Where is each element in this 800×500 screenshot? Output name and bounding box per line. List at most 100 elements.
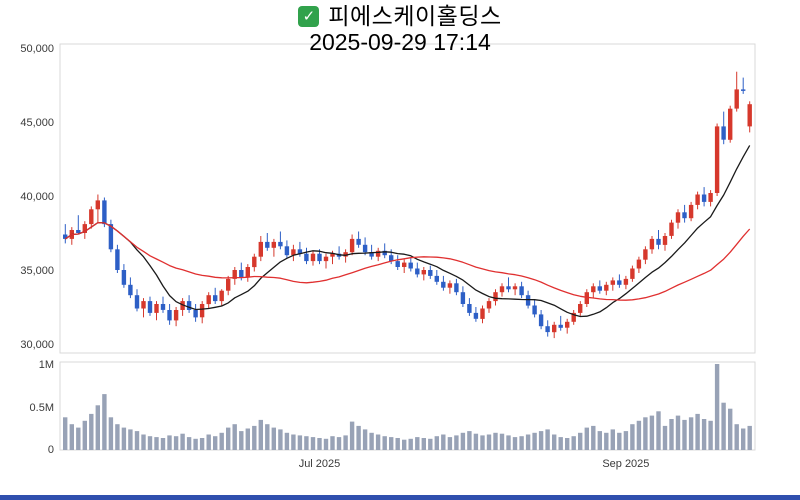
volume-bar — [304, 436, 309, 450]
candle-up — [421, 270, 426, 275]
axis-labels: 50,000 45,000 40,000 35,000 30,000 1M 0.5M 0 Jul… — [20, 43, 649, 470]
candle-down — [415, 268, 420, 275]
candle-up — [291, 249, 296, 256]
volume-bar — [734, 424, 739, 450]
volume-bar — [278, 429, 283, 450]
candle-down — [297, 249, 303, 254]
volume-bar — [688, 417, 694, 450]
candle-up — [604, 284, 609, 291]
volume-bar — [239, 431, 244, 450]
volume-bar — [434, 436, 439, 450]
axis-label: Sep 2025 — [602, 458, 649, 470]
candle-down — [558, 324, 563, 328]
axis-label: 0 — [48, 444, 54, 456]
candle-up — [591, 286, 596, 293]
candle-up — [252, 256, 257, 268]
stock-name: 피에스케이홀딩스 — [328, 3, 502, 29]
candle-down — [304, 253, 309, 262]
candle-up — [141, 301, 146, 309]
candle-down — [278, 241, 283, 247]
volume-bar — [186, 437, 192, 450]
candle-up — [493, 292, 498, 302]
candle-up — [271, 241, 276, 248]
candle-up — [343, 252, 348, 257]
candle-up — [512, 286, 518, 290]
volume-bar — [630, 424, 635, 450]
volume-bar — [395, 438, 400, 450]
candle-up — [323, 256, 329, 262]
volume-bar — [206, 434, 211, 450]
candle-up — [675, 212, 681, 223]
candle-down — [408, 262, 413, 269]
candle-down — [467, 304, 472, 313]
chart-header: ✓ 피에스케이홀딩스 2025-09-29 17:14 — [0, 0, 800, 55]
axis-label: 35,000 — [20, 265, 54, 277]
volume-bar — [447, 437, 453, 450]
candle-down — [460, 292, 466, 304]
candle-up — [447, 283, 453, 288]
volume-bar — [636, 420, 642, 450]
axis-label: Jul 2025 — [299, 458, 341, 470]
volume-bar — [519, 436, 524, 450]
candle-down — [317, 253, 322, 262]
candle-down — [454, 283, 459, 293]
long-ma-line — [64, 221, 751, 301]
volume-bar — [362, 429, 368, 450]
volume-bar — [741, 428, 746, 450]
volume-bar — [63, 417, 68, 450]
volume-bar — [271, 427, 276, 450]
volume-bar — [473, 433, 479, 450]
candle-up — [630, 268, 635, 279]
candle-up — [82, 224, 87, 233]
candle-up — [571, 312, 576, 322]
volume-bar — [349, 421, 355, 450]
candle-up — [486, 301, 492, 309]
volume-bar — [480, 435, 485, 450]
candle-up — [649, 238, 655, 250]
candle-down — [389, 255, 394, 262]
volume-bar — [226, 427, 231, 450]
volume-panel — [59, 361, 756, 451]
volume-bar — [558, 437, 563, 450]
volume-bar — [721, 402, 726, 450]
candle-up — [375, 250, 381, 257]
ma-layer — [64, 145, 751, 318]
candle-down — [115, 249, 120, 270]
candle-down — [395, 261, 400, 267]
volume-bar — [141, 434, 146, 450]
candle-up — [499, 286, 505, 293]
candle-down — [362, 244, 368, 253]
volume-bar — [428, 438, 433, 450]
volume-bar — [369, 432, 374, 450]
candle-up — [584, 292, 589, 304]
volume-bar — [565, 438, 570, 450]
volume-bar — [76, 427, 81, 450]
candle-down — [656, 238, 661, 245]
candle-up — [623, 278, 629, 285]
volume-bar — [232, 424, 237, 450]
volume-bar — [265, 424, 270, 450]
candle-down — [701, 194, 707, 202]
volume-bar — [643, 417, 648, 450]
candle-up — [747, 104, 752, 127]
volume-bar — [578, 432, 583, 450]
candle-up — [330, 253, 335, 257]
volume-bar — [219, 432, 224, 450]
chart-datetime: 2025-09-29 17:14 — [309, 29, 491, 55]
candle-up — [643, 249, 648, 260]
volume-bar — [389, 437, 394, 450]
volume-bar — [545, 429, 550, 450]
candle-up — [199, 304, 205, 318]
candle-down — [538, 314, 544, 327]
axis-label: 30,000 — [20, 339, 54, 351]
candle-up — [226, 278, 231, 291]
candle-down — [265, 241, 270, 248]
volume-layer — [63, 364, 752, 450]
volume-bar — [415, 437, 420, 450]
candle-up — [565, 321, 570, 328]
candle-down — [525, 295, 531, 306]
volume-bar — [89, 413, 94, 450]
volume-bar — [441, 434, 446, 450]
